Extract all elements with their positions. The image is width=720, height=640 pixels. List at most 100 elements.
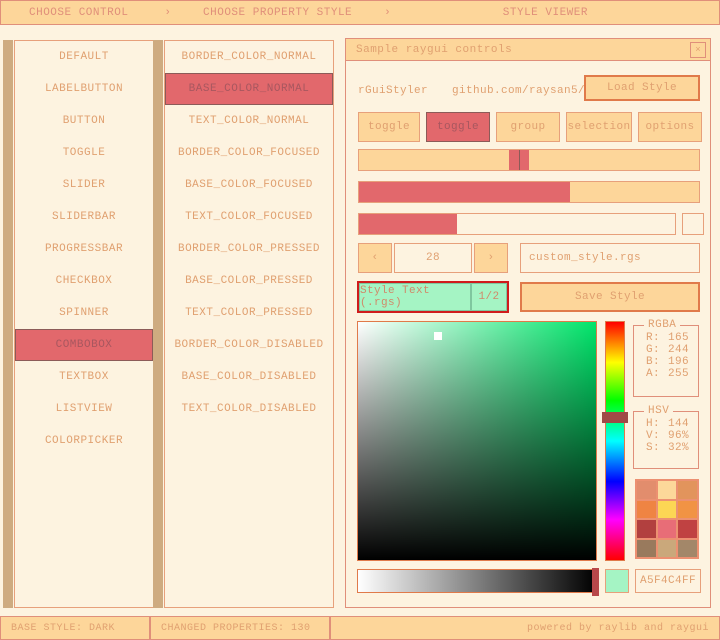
control-item-spinner[interactable]: SPINNER bbox=[15, 297, 153, 329]
color-palette[interactable] bbox=[635, 479, 699, 559]
property-item-base-color-focused[interactable]: BASE_COLOR_FOCUSED bbox=[165, 169, 333, 201]
hex-color-field[interactable]: A5F4C4FF bbox=[635, 569, 701, 593]
slider[interactable] bbox=[358, 149, 700, 171]
toggle-group[interactable]: toggle toggle group selection options bbox=[358, 112, 702, 142]
hsv-key: H: bbox=[646, 418, 661, 430]
property-item-base-color-pressed[interactable]: BASE_COLOR_PRESSED bbox=[165, 265, 333, 297]
control-item-button[interactable]: BUTTON bbox=[15, 105, 153, 137]
toggle-button-1[interactable]: toggle bbox=[358, 112, 420, 142]
sliderbar-fill bbox=[359, 182, 570, 202]
color-picker-alpha-bar[interactable] bbox=[357, 568, 599, 596]
combobox[interactable]: Style Text (.rgs) 1/2 bbox=[357, 281, 509, 313]
toggle-button-selection[interactable]: selection bbox=[566, 112, 632, 142]
palette-swatch[interactable] bbox=[657, 500, 677, 518]
rgba-key: G: bbox=[646, 344, 661, 356]
control-item-combobox[interactable]: COMBOBOX bbox=[15, 329, 153, 361]
palette-swatch[interactable] bbox=[637, 539, 656, 557]
window-title: Sample raygui controls bbox=[356, 43, 513, 56]
palette-swatch[interactable] bbox=[678, 520, 697, 538]
load-style-button[interactable]: Load Style bbox=[584, 75, 700, 101]
controls-list-scrollbar[interactable] bbox=[3, 40, 13, 608]
toggle-button-group[interactable]: group bbox=[496, 112, 560, 142]
palette-swatch[interactable] bbox=[657, 539, 677, 557]
hsv-row: H: 144 bbox=[646, 418, 698, 430]
progressbar bbox=[358, 213, 676, 235]
property-list-scrollbar[interactable] bbox=[153, 40, 163, 608]
property-item-label: BORDER_COLOR_PRESSED bbox=[177, 243, 321, 255]
close-icon[interactable]: × bbox=[690, 42, 706, 58]
palette-swatch[interactable] bbox=[637, 500, 656, 518]
palette-swatch[interactable] bbox=[637, 520, 656, 538]
spinner-decrement-button[interactable]: ‹ bbox=[358, 243, 392, 273]
palette-swatch[interactable] bbox=[657, 520, 677, 538]
property-item-label: BORDER_COLOR_NORMAL bbox=[181, 51, 317, 63]
property-item-base-color-normal[interactable]: BASE_COLOR_NORMAL bbox=[165, 73, 333, 105]
hsv-value: 96% bbox=[668, 430, 690, 442]
rgba-row: A: 255 bbox=[646, 368, 698, 380]
rgba-key: B: bbox=[646, 356, 661, 368]
control-item-labelbutton[interactable]: LABELBUTTON bbox=[15, 73, 153, 105]
palette-swatch[interactable] bbox=[678, 500, 697, 518]
control-item-colorpicker[interactable]: COLORPICKER bbox=[15, 425, 153, 457]
color-picker-cursor[interactable] bbox=[434, 332, 442, 340]
color-picker-hue-bar[interactable] bbox=[602, 321, 628, 561]
property-style-list[interactable]: BORDER_COLOR_NORMAL BASE_COLOR_NORMAL TEXT… bbox=[164, 40, 334, 608]
control-item-sliderbar[interactable]: SLIDERBAR bbox=[15, 201, 153, 233]
hsv-value: 144 bbox=[668, 418, 690, 430]
property-item-label: BASE_COLOR_PRESSED bbox=[185, 275, 313, 287]
slider-knob[interactable] bbox=[508, 150, 529, 170]
window-titlebar[interactable]: Sample raygui controls × bbox=[346, 39, 710, 61]
control-item-textbox[interactable]: TEXTBOX bbox=[15, 361, 153, 393]
app-name-label: rGuiStyler bbox=[358, 85, 429, 97]
control-item-checkbox[interactable]: CHECKBOX bbox=[15, 265, 153, 297]
property-item-text-color-disabled[interactable]: TEXT_COLOR_DISABLED bbox=[165, 393, 333, 425]
hsv-key: S: bbox=[646, 442, 661, 454]
save-style-button[interactable]: Save Style bbox=[520, 282, 700, 312]
property-item-text-color-normal[interactable]: TEXT_COLOR_NORMAL bbox=[165, 105, 333, 137]
toggle-button-options[interactable]: options bbox=[638, 112, 702, 142]
color-picker-sv-area[interactable] bbox=[357, 321, 597, 561]
property-item-border-color-focused[interactable]: BORDER_COLOR_FOCUSED bbox=[165, 137, 333, 169]
repo-link-label[interactable]: github.com/raysan5/raygui bbox=[452, 85, 628, 97]
control-item-label: PROGRESSBAR bbox=[44, 243, 124, 255]
control-item-progressbar[interactable]: PROGRESSBAR bbox=[15, 233, 153, 265]
rgba-row: G: 244 bbox=[646, 344, 698, 356]
control-item-listview[interactable]: LISTVIEW bbox=[15, 393, 153, 425]
palette-swatch[interactable] bbox=[678, 539, 697, 557]
rgba-key: A: bbox=[646, 368, 661, 380]
property-item-base-color-disabled[interactable]: BASE_COLOR_DISABLED bbox=[165, 361, 333, 393]
property-item-text-color-focused[interactable]: TEXT_COLOR_FOCUSED bbox=[165, 201, 333, 233]
combobox-page-indicator[interactable]: 1/2 bbox=[471, 283, 507, 311]
hsv-groupbox-title: HSV bbox=[644, 405, 674, 417]
spinner-increment-button[interactable]: › bbox=[474, 243, 508, 273]
color-picker-alpha-knob[interactable] bbox=[592, 568, 599, 596]
sliderbar[interactable] bbox=[358, 181, 700, 203]
property-item-border-color-pressed[interactable]: BORDER_COLOR_PRESSED bbox=[165, 233, 333, 265]
color-picker-hue-knob[interactable] bbox=[602, 412, 628, 423]
progressbar-fill bbox=[359, 214, 457, 234]
control-item-default[interactable]: DEFAULT bbox=[15, 41, 153, 73]
palette-swatch[interactable] bbox=[637, 481, 656, 499]
style-filename-textbox[interactable]: custom_style.rgs bbox=[520, 243, 700, 273]
property-item-label: BASE_COLOR_FOCUSED bbox=[185, 179, 313, 191]
property-item-text-color-pressed[interactable]: TEXT_COLOR_PRESSED bbox=[165, 297, 333, 329]
palette-swatch[interactable] bbox=[657, 481, 677, 499]
toggle-button-2[interactable]: toggle bbox=[426, 112, 490, 142]
toolbar-choose-property-style[interactable]: CHOOSE PROPERTY STYLE bbox=[203, 6, 353, 19]
toolbar-style-viewer[interactable]: STYLE VIEWER bbox=[502, 6, 588, 19]
checkbox[interactable] bbox=[682, 213, 704, 235]
control-item-label: CHECKBOX bbox=[55, 275, 113, 287]
control-item-label: TOGGLE bbox=[62, 147, 106, 159]
hsv-value: 32% bbox=[668, 442, 690, 454]
status-powered-by: powered by raylib and raygui bbox=[330, 616, 720, 640]
property-item-label: BORDER_COLOR_DISABLED bbox=[174, 339, 324, 351]
property-item-border-color-normal[interactable]: BORDER_COLOR_NORMAL bbox=[165, 41, 333, 73]
control-item-slider[interactable]: SLIDER bbox=[15, 169, 153, 201]
control-item-toggle[interactable]: TOGGLE bbox=[15, 137, 153, 169]
palette-swatch[interactable] bbox=[678, 481, 697, 499]
controls-list[interactable]: DEFAULT LABELBUTTON BUTTON TOGGLE SLIDER SLID… bbox=[14, 40, 154, 608]
property-item-border-color-disabled[interactable]: BORDER_COLOR_DISABLED bbox=[165, 329, 333, 361]
spinner-value[interactable]: 28 bbox=[394, 243, 472, 273]
toolbar-choose-control[interactable]: CHOOSE CONTROL bbox=[29, 6, 129, 19]
combobox-selected-label[interactable]: Style Text (.rgs) bbox=[359, 283, 471, 311]
